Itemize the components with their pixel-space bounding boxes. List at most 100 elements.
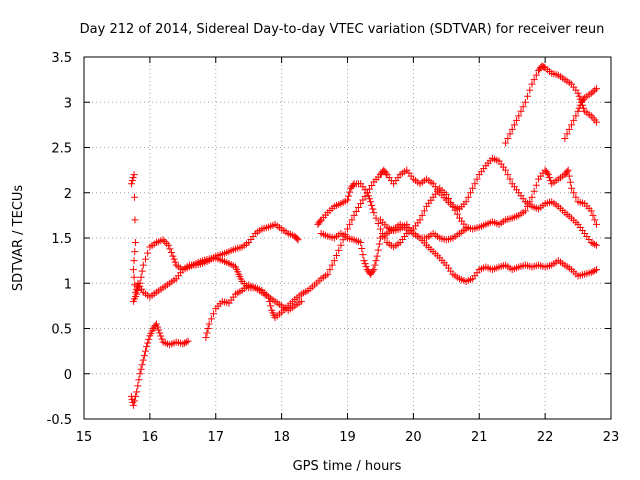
data-point-marker	[369, 267, 377, 275]
data-point-marker	[182, 338, 190, 346]
data-point-marker	[358, 245, 366, 253]
data-point-marker	[129, 266, 137, 274]
data-point-marker	[469, 184, 477, 192]
data-point-marker	[156, 329, 164, 337]
data-point-marker	[136, 279, 144, 287]
data-point-marker	[445, 194, 453, 202]
data-point-marker	[333, 251, 341, 259]
data-point-marker	[532, 181, 540, 189]
data-point-marker	[365, 195, 373, 203]
data-point-marker	[141, 347, 149, 355]
data-point-marker	[589, 239, 597, 247]
x-tick-label: 23	[603, 430, 620, 445]
data-point-marker	[369, 205, 377, 213]
data-point-marker	[204, 325, 212, 332]
data-point-marker	[504, 171, 512, 179]
data-point-marker	[591, 240, 599, 248]
data-point-marker	[131, 239, 139, 247]
data-point-marker	[207, 315, 215, 323]
data-point-marker	[179, 340, 187, 348]
data-point-marker	[506, 130, 514, 138]
data-point-marker	[129, 174, 137, 182]
data-point-marker	[128, 177, 136, 185]
data-point-marker	[330, 257, 338, 265]
data-point-marker	[517, 107, 525, 115]
data-point-marker	[367, 198, 375, 206]
data-point-marker	[129, 398, 137, 406]
data-point-marker	[170, 255, 178, 263]
data-point-marker	[203, 329, 211, 337]
data-point-marker	[572, 112, 580, 120]
data-point-marker	[181, 339, 189, 347]
data-point-marker	[587, 239, 595, 247]
data-point-marker	[464, 193, 472, 201]
data-point-marker	[349, 181, 357, 189]
data-point-marker	[591, 216, 599, 224]
data-point-marker	[508, 125, 516, 133]
data-point-marker	[134, 286, 142, 294]
data-point-marker	[345, 192, 353, 200]
y-tick-label: 3	[64, 96, 72, 111]
data-point-marker	[135, 376, 143, 384]
data-point-marker	[167, 248, 175, 256]
data-point-marker	[184, 337, 192, 345]
data-point-marker	[374, 220, 382, 228]
series-trace-6	[317, 220, 601, 285]
data-point-marker	[161, 238, 169, 246]
data-point-marker	[530, 187, 538, 195]
data-point-marker	[131, 216, 139, 224]
data-point-marker	[144, 249, 152, 257]
data-point-marker	[580, 95, 588, 103]
data-point-marker	[135, 283, 143, 291]
data-point-marker	[205, 320, 213, 328]
data-point-marker	[371, 261, 379, 269]
data-point-marker	[163, 239, 171, 247]
data-point-marker	[418, 211, 426, 219]
data-point-marker	[561, 134, 569, 142]
data-point-marker	[152, 320, 160, 328]
data-point-marker	[145, 335, 153, 343]
chart-title: Day 212 of 2014, Sidereal Day-to-day VTE…	[80, 22, 605, 37]
data-point-marker	[372, 214, 380, 222]
data-point-marker	[574, 89, 582, 97]
data-point-marker	[132, 392, 140, 400]
data-point-marker	[127, 180, 135, 188]
data-point-marker	[591, 267, 599, 275]
data-point-marker	[375, 240, 383, 248]
data-point-marker	[297, 297, 305, 305]
data-point-marker	[133, 388, 141, 396]
data-point-marker	[593, 241, 601, 249]
data-point-marker	[591, 86, 599, 94]
data-point-marker	[519, 103, 527, 111]
data-point-marker	[344, 225, 351, 233]
data-point-marker	[453, 210, 461, 218]
data-point-marker	[546, 174, 554, 182]
data-point-marker	[324, 270, 332, 278]
series-trace-7	[502, 62, 601, 147]
data-point-marker	[530, 76, 538, 84]
x-axis-title: GPS time / hours	[293, 459, 402, 474]
data-point-marker	[134, 382, 142, 390]
data-point-marker	[361, 260, 369, 268]
data-point-marker	[567, 184, 575, 192]
data-point-marker	[575, 104, 583, 112]
data-point-marker	[589, 211, 597, 219]
data-point-marker	[563, 130, 571, 138]
data-point-marker	[572, 193, 580, 201]
data-point-marker	[267, 302, 275, 310]
data-point-marker	[570, 116, 578, 124]
series-trace-8	[561, 85, 601, 142]
data-point-marker	[513, 116, 521, 124]
data-point-marker	[344, 196, 351, 204]
y-tick-label: -0.5	[47, 413, 72, 428]
data-point-marker	[374, 246, 382, 254]
y-axis-title: SDTVAR / TECUs	[11, 185, 26, 292]
y-tick-label: 0.5	[51, 323, 72, 338]
data-point-marker	[593, 220, 601, 228]
data-point-marker	[543, 169, 551, 177]
data-point-marker	[202, 334, 210, 342]
data-point-marker	[326, 266, 334, 274]
data-point-marker	[154, 323, 162, 331]
data-point-marker	[360, 257, 368, 265]
